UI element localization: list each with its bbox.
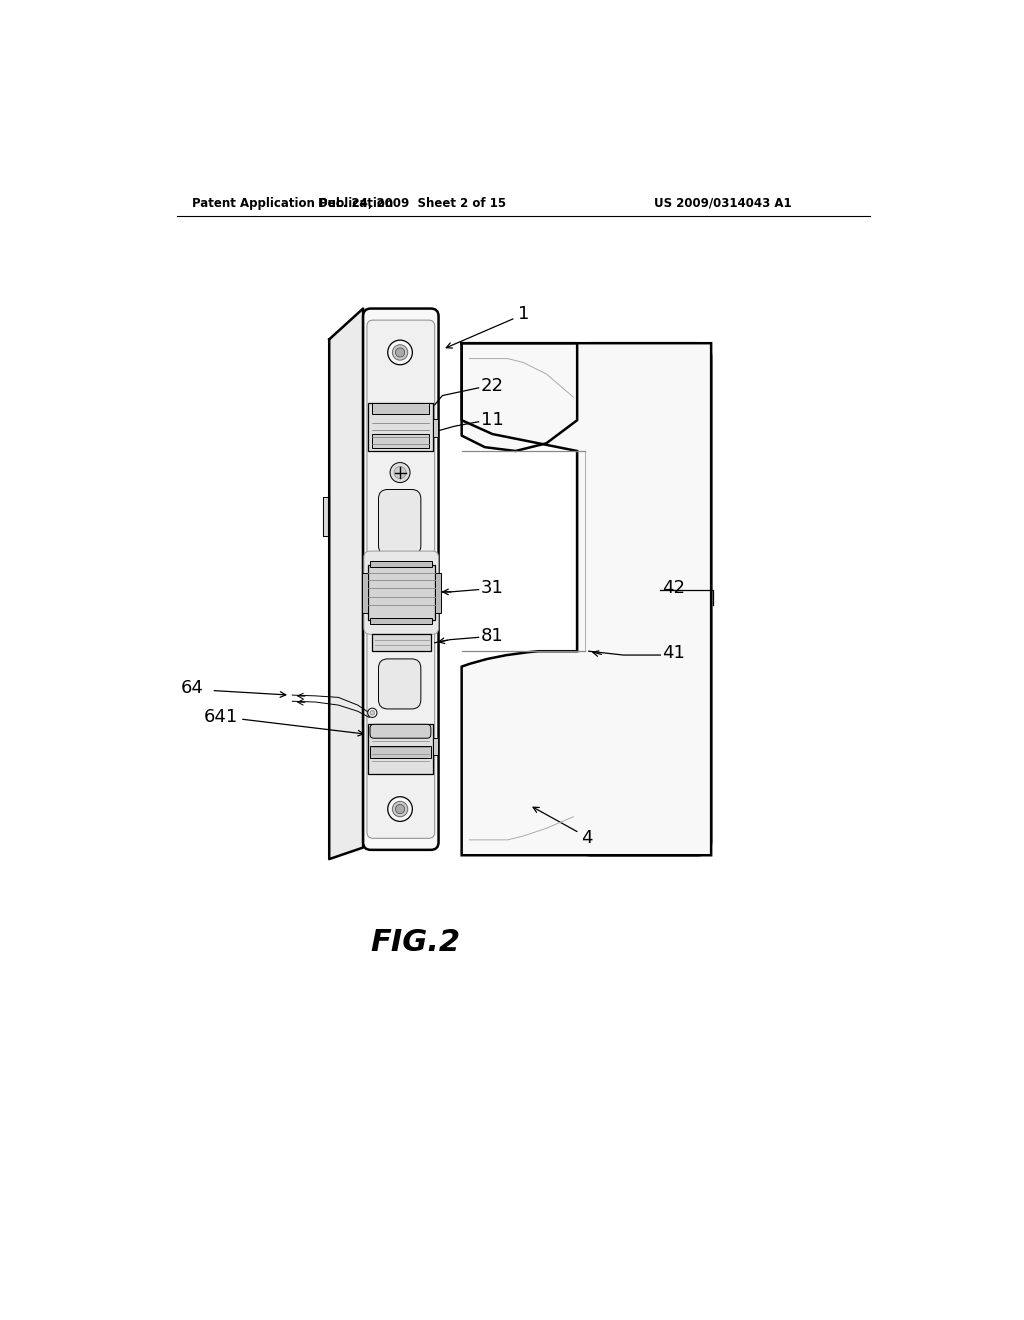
Polygon shape — [323, 498, 330, 536]
Bar — [368, 565, 435, 620]
Text: 11: 11 — [481, 412, 504, 429]
Text: 641: 641 — [204, 708, 238, 726]
Bar — [370, 618, 432, 624]
Bar — [433, 738, 438, 755]
FancyBboxPatch shape — [370, 725, 431, 738]
Circle shape — [390, 462, 410, 483]
FancyBboxPatch shape — [367, 321, 435, 838]
Bar — [370, 561, 432, 568]
Circle shape — [370, 710, 375, 715]
FancyBboxPatch shape — [578, 343, 711, 855]
Text: 22: 22 — [481, 376, 504, 395]
Bar — [370, 746, 431, 758]
Bar — [361, 573, 368, 612]
Bar — [435, 573, 441, 612]
Text: 31: 31 — [481, 579, 504, 597]
Text: 64: 64 — [180, 680, 204, 697]
Circle shape — [395, 348, 404, 358]
Text: 1: 1 — [518, 305, 529, 323]
Bar — [433, 418, 438, 437]
Bar — [372, 434, 429, 447]
Polygon shape — [330, 309, 364, 859]
Text: Patent Application Publication: Patent Application Publication — [193, 197, 393, 210]
FancyBboxPatch shape — [379, 490, 421, 554]
Circle shape — [388, 341, 413, 364]
Text: 42: 42 — [662, 579, 685, 597]
Bar — [372, 404, 429, 414]
Text: 4: 4 — [581, 829, 593, 846]
FancyBboxPatch shape — [379, 659, 421, 709]
Text: Dec. 24, 2009  Sheet 2 of 15: Dec. 24, 2009 Sheet 2 of 15 — [317, 197, 506, 210]
Bar — [373, 635, 431, 651]
Circle shape — [388, 797, 413, 821]
Circle shape — [392, 801, 408, 817]
FancyBboxPatch shape — [364, 552, 438, 635]
Bar — [368, 725, 433, 775]
Polygon shape — [462, 343, 578, 451]
Text: 41: 41 — [662, 644, 685, 661]
Text: 81: 81 — [481, 627, 504, 644]
PathPatch shape — [462, 343, 711, 855]
Bar — [368, 404, 433, 451]
Circle shape — [395, 804, 404, 813]
Text: FIG.2: FIG.2 — [371, 928, 461, 957]
Circle shape — [368, 708, 377, 718]
Circle shape — [394, 466, 407, 479]
FancyBboxPatch shape — [364, 309, 438, 850]
Text: US 2009/0314043 A1: US 2009/0314043 A1 — [654, 197, 792, 210]
Circle shape — [392, 345, 408, 360]
